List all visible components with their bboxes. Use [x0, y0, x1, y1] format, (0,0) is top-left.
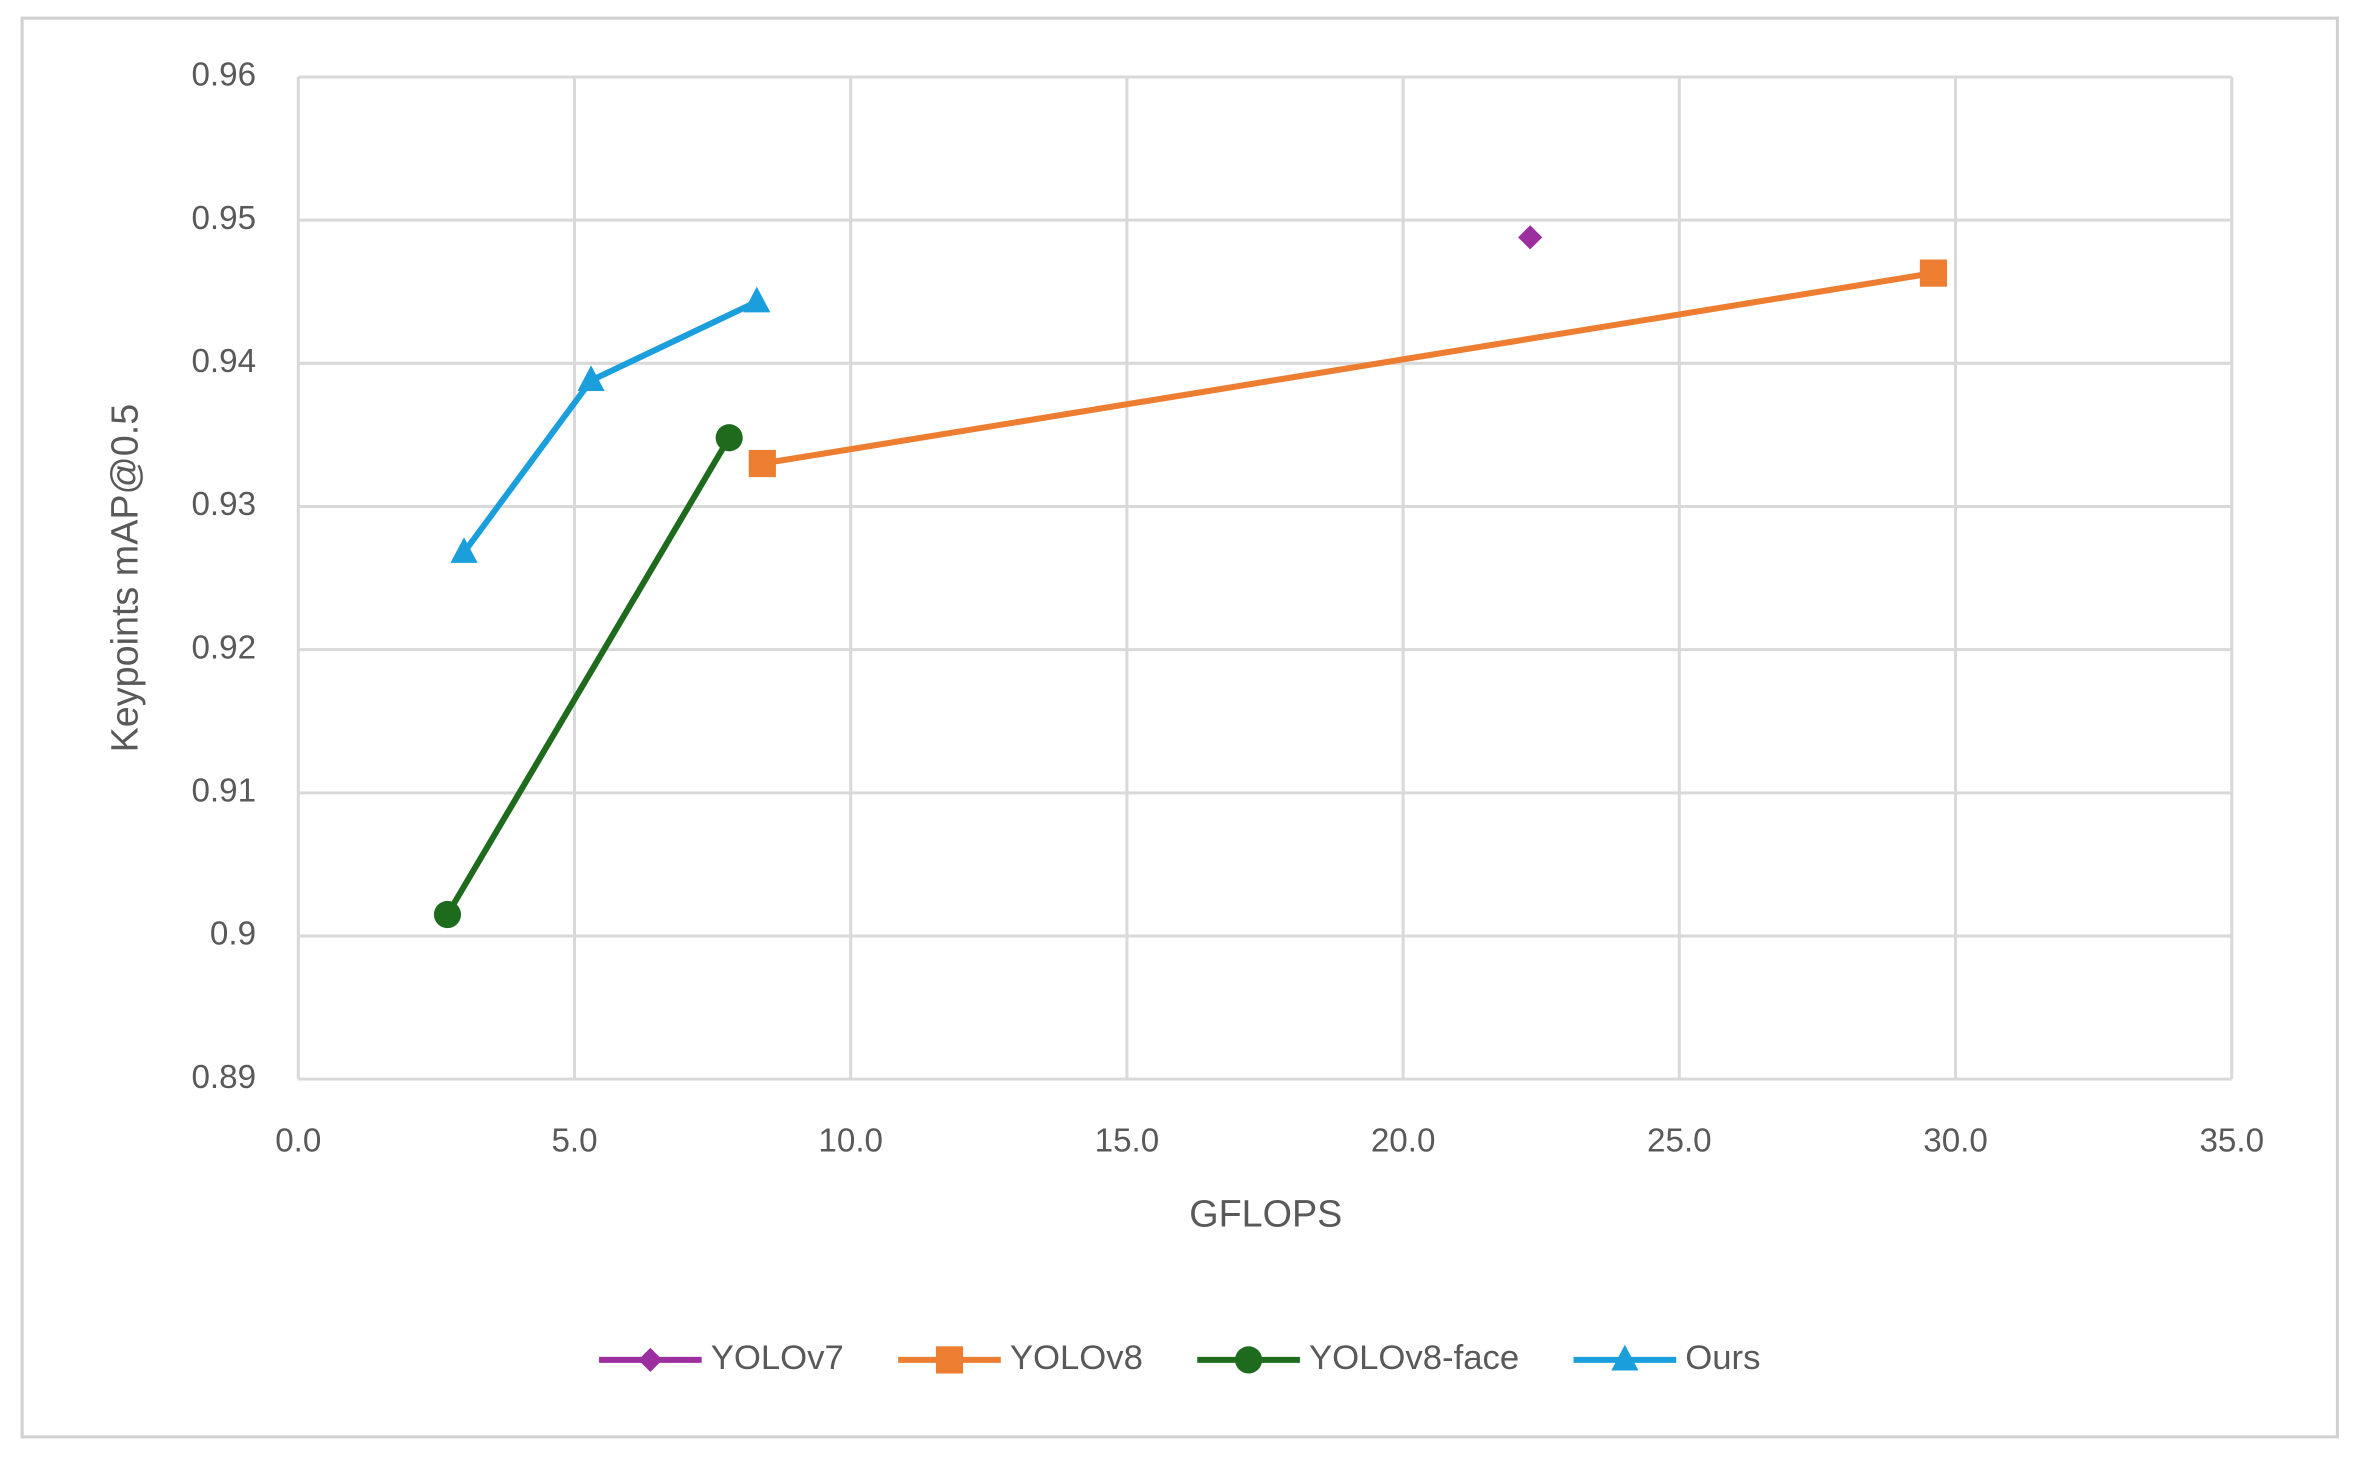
legend-label: YOLOv8: [1010, 1339, 1143, 1377]
chart-frame: [20, 16, 2339, 1439]
marker: [433, 900, 462, 929]
series-line: [761, 270, 1934, 467]
y-tick-label: 0.89: [191, 1059, 256, 1096]
marker: [1235, 1346, 1263, 1374]
y-axis-title: Keypoints mAP@0.5: [104, 404, 146, 753]
legend-label: YOLOv7: [711, 1339, 844, 1377]
x-tick-label: 5.0: [551, 1122, 597, 1159]
x-tick-label: 0.0: [275, 1122, 321, 1159]
legend: YOLOv7 YOLOv8 YOLOv8-face Ours: [599, 1339, 1760, 1377]
grid: 0.89 0.9 0.91 0.92 0.93 0.94 0.95 0.96 0.0 5.0 10.…: [191, 57, 2264, 1160]
legend-item: YOLOv7: [599, 1339, 844, 1377]
x-tick-label: 10.0: [818, 1122, 883, 1159]
plot: [433, 225, 1948, 929]
series-line: [444, 436, 732, 917]
marker: [1611, 1344, 1639, 1371]
marker: [715, 424, 743, 452]
y-tick-label: 0.96: [191, 57, 256, 94]
legend-label: YOLOv8-face: [1309, 1339, 1519, 1377]
x-tick-label: 30.0: [1923, 1122, 1988, 1159]
x-axis-title: GFLOPS: [1189, 1192, 1342, 1234]
legend-label: Ours: [1685, 1339, 1760, 1377]
x-tick-label: 15.0: [1095, 1122, 1160, 1159]
marker: [1919, 259, 1948, 287]
y-tick-label: 0.92: [191, 629, 256, 666]
marker: [577, 365, 605, 392]
x-tick-label: 35.0: [2199, 1122, 2264, 1159]
marker: [450, 537, 478, 563]
y-tick-label: 0.94: [191, 343, 256, 380]
legend-item: YOLOv8-face: [1197, 1339, 1519, 1377]
x-tick-label: 20.0: [1371, 1122, 1436, 1159]
legend-item: YOLOv8: [898, 1339, 1143, 1377]
y-tick-label: 0.95: [191, 200, 256, 237]
y-tick-label: 0.91: [191, 773, 256, 810]
legend-item: Ours: [1573, 1339, 1760, 1377]
y-tick-label: 0.93: [191, 486, 256, 523]
marker: [743, 286, 771, 313]
x-tick-label: 25.0: [1647, 1122, 1712, 1159]
marker: [935, 1346, 964, 1374]
y-tick-label: 0.9: [210, 916, 256, 953]
marker: [748, 449, 776, 478]
